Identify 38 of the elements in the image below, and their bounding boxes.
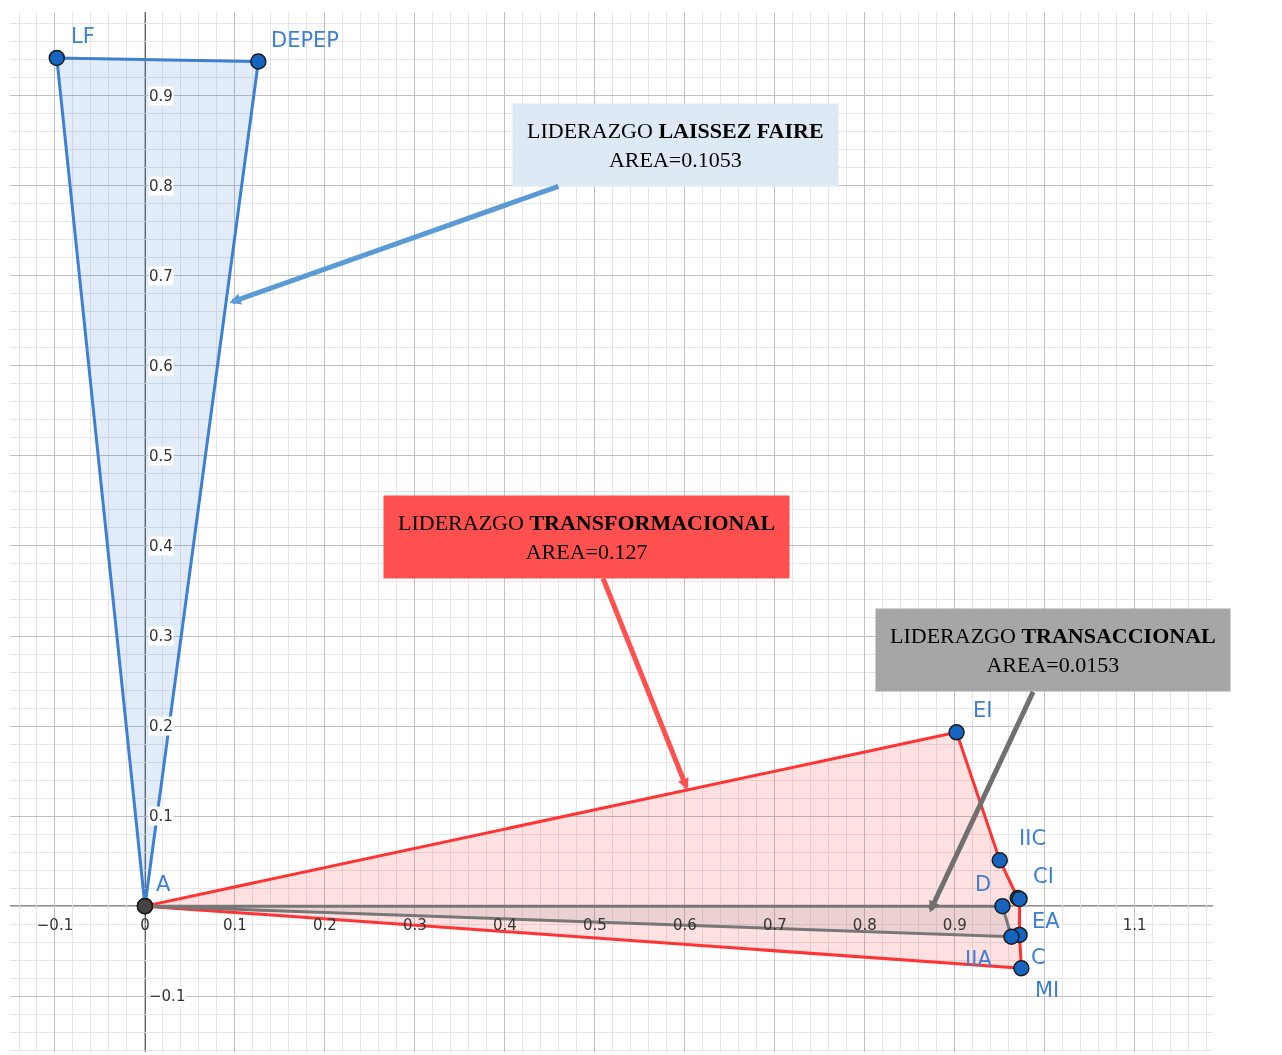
x-tick-label: −0.1 — [36, 916, 74, 935]
y-tick-label: 0.6 — [149, 357, 173, 375]
x-tick-label: 0 — [140, 916, 150, 935]
data-label: EI — [973, 698, 993, 722]
data-label: IIC — [1019, 826, 1047, 850]
x-tick-label: 0.2 — [312, 916, 337, 935]
point — [994, 897, 1011, 915]
y-tick-label: 0.8 — [149, 177, 173, 195]
y-tick-label: 0.5 — [149, 447, 173, 465]
point — [48, 49, 66, 67]
data-label: LF — [71, 24, 95, 48]
y-tick-label: 0.4 — [149, 537, 173, 555]
data-label: CI — [1033, 864, 1054, 888]
point — [948, 724, 965, 741]
y-tick-label: 0.9 — [149, 87, 173, 105]
data-label: MI — [1035, 978, 1060, 1002]
data-label: A — [156, 872, 171, 896]
x-tick-label: 0.4 — [492, 916, 517, 935]
x-tick-label: 1.1 — [1122, 916, 1147, 935]
x-tick-label: 0.9 — [942, 916, 967, 935]
annotation: LIDERAZGO TRANSACCIONAL AREA=0.0153 — [890, 623, 1216, 677]
y-tick-label: −0.1 — [149, 987, 186, 1005]
point — [250, 53, 267, 70]
data-label: D — [975, 872, 992, 896]
y-tick-label: 0.3 — [149, 627, 173, 645]
y-tick-label: 0.2 — [149, 717, 173, 735]
annotation: LIDERAZGO TRANSFORMACIONAL AREA=0.127 — [398, 510, 776, 564]
data-label: EA — [1032, 909, 1061, 933]
data-label: DEPEP — [271, 28, 340, 52]
point — [1013, 960, 1030, 977]
point — [991, 851, 1008, 869]
y-tick-label: 0.7 — [149, 267, 173, 285]
x-tick-label: 0.1 — [223, 916, 247, 935]
data-label: C — [1031, 945, 1046, 969]
point — [1003, 928, 1020, 945]
annotation: LIDERAZGO LAISSEZ FAIRE AREA=0.1053 — [527, 118, 824, 172]
x-tick-label: 0.8 — [852, 916, 877, 935]
y-tick-label: 0.1 — [149, 807, 173, 825]
